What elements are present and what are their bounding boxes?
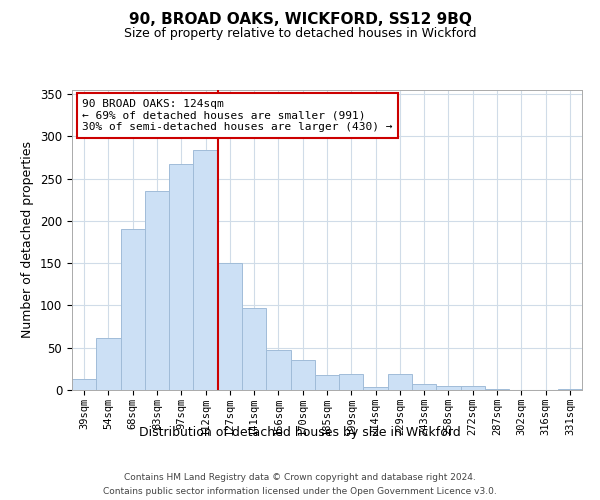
Text: Distribution of detached houses by size in Wickford: Distribution of detached houses by size …	[139, 426, 461, 439]
Bar	[412, 384, 436, 390]
Bar	[218, 263, 242, 390]
Bar	[388, 374, 412, 390]
Bar	[169, 164, 193, 390]
Text: Size of property relative to detached houses in Wickford: Size of property relative to detached ho…	[124, 28, 476, 40]
Bar	[121, 228, 145, 390]
Bar	[72, 379, 96, 390]
Bar	[96, 338, 121, 390]
Bar	[364, 386, 388, 390]
Bar	[242, 308, 266, 390]
Text: 90, BROAD OAKS, WICKFORD, SS12 9BQ: 90, BROAD OAKS, WICKFORD, SS12 9BQ	[128, 12, 472, 28]
Bar	[339, 374, 364, 390]
Bar	[461, 386, 485, 390]
Bar	[193, 150, 218, 390]
Bar	[485, 389, 509, 390]
Y-axis label: Number of detached properties: Number of detached properties	[22, 142, 34, 338]
Text: Contains HM Land Registry data © Crown copyright and database right 2024.: Contains HM Land Registry data © Crown c…	[124, 473, 476, 482]
Bar	[315, 375, 339, 390]
Bar	[436, 386, 461, 390]
Text: 90 BROAD OAKS: 124sqm
← 69% of detached houses are smaller (991)
30% of semi-det: 90 BROAD OAKS: 124sqm ← 69% of detached …	[82, 99, 392, 132]
Bar	[558, 389, 582, 390]
Bar	[145, 190, 169, 390]
Bar	[266, 350, 290, 390]
Bar	[290, 360, 315, 390]
Text: Contains public sector information licensed under the Open Government Licence v3: Contains public sector information licen…	[103, 486, 497, 496]
